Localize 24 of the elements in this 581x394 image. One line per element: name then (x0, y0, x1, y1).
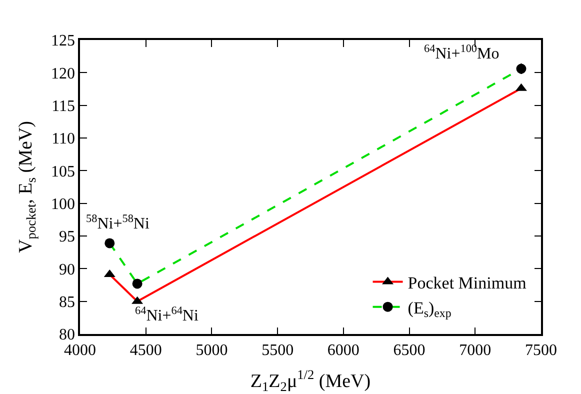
y-tick-label: 80 (59, 326, 76, 344)
y-tick-label: 115 (52, 98, 76, 115)
x-tick-label: 5000 (196, 342, 228, 359)
annotation: $^{58}$Ni+$^{58}$Ni (86, 213, 150, 233)
x-axis-title: Z$_{1}$Z$_{2}$μ$^{1/2}$ (MeV) (250, 367, 371, 394)
x-tick-label: 6500 (393, 342, 426, 359)
x-tick-label: 7000 (459, 342, 492, 359)
y-tick-label: 90 (59, 261, 76, 278)
y-tick-label: 110 (52, 130, 76, 148)
x-tick-label: 7500 (525, 342, 557, 359)
x-tick-label: 6000 (327, 342, 360, 359)
y-tick-label: 125 (51, 32, 76, 50)
annotation: $^{64}$Ni+$^{100}$Mo (424, 43, 500, 63)
y-tick-label: 85 (59, 294, 76, 311)
legend-label: Pocket Minimum (408, 273, 526, 292)
y-tick-label: 120 (51, 65, 76, 82)
y-tick-label: 105 (51, 163, 76, 180)
y-tick-label: 100 (51, 196, 76, 213)
annotation: $^{64}$Ni+$^{64}$Ni (135, 305, 199, 325)
x-tick-label: 4000 (64, 342, 96, 359)
legend-label: (E$_{s}$)$_{exp}$ (408, 298, 452, 320)
y-tick-label: 95 (59, 228, 76, 246)
x-tick-label: 5500 (262, 342, 294, 359)
x-tick-label: 4500 (130, 342, 162, 359)
